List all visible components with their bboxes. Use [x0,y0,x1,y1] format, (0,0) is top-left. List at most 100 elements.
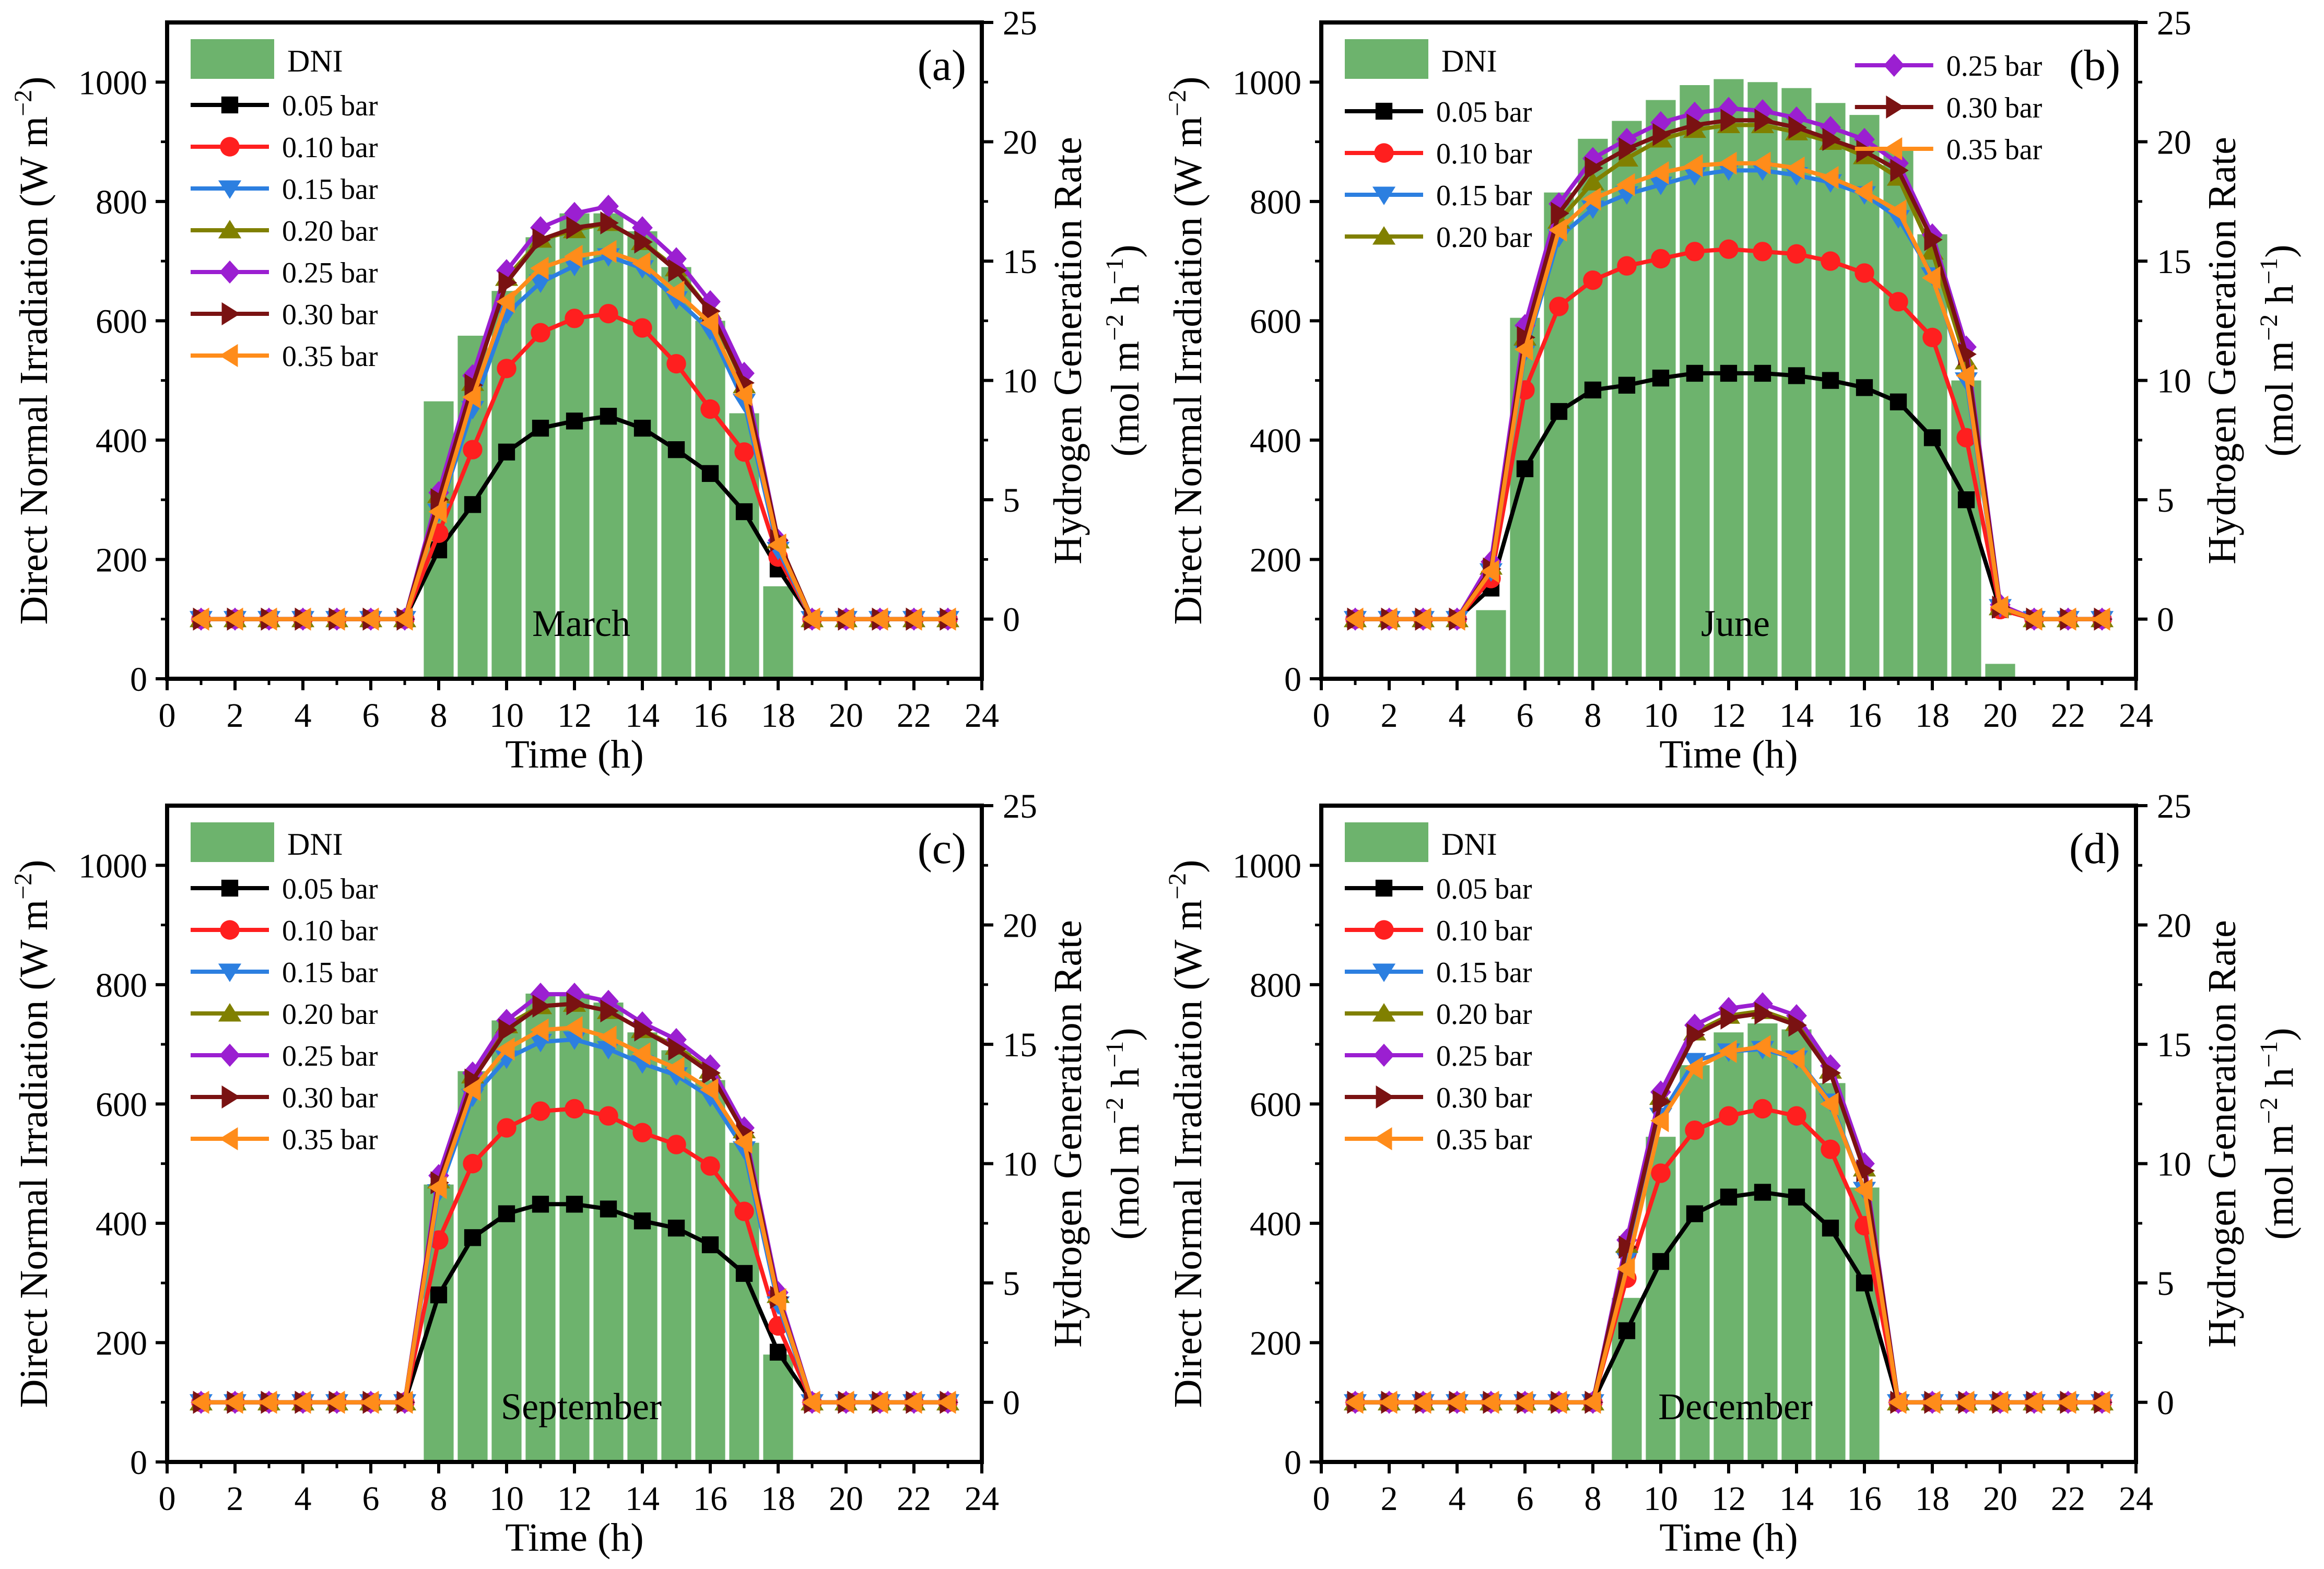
legend-label: 0.20 bar [282,215,378,247]
data-point [702,299,721,323]
y-right-tick-label: 5 [2157,481,2174,520]
data-point [1856,1275,1873,1292]
x-tick-label: 24 [965,697,999,735]
x-tick-label: 22 [2051,1480,2085,1518]
legend-label: 0.35 bar [282,340,378,373]
data-point [598,1106,618,1126]
data-point [1719,1106,1739,1126]
dni-bar [1646,1137,1676,1462]
data-point [632,1011,653,1035]
legend: DNI 0.05 bar 0.10 bar 0.15 bar 0.20 bar 0.25 … [1345,822,1532,1156]
legend-marker [1372,1003,1396,1022]
dni-bar [763,1354,793,1462]
y-right-axis-label-line1: Hydrogen Generation Rate [1046,920,1090,1348]
x-tick-label: 4 [1449,697,1466,735]
data-point [1854,1178,1873,1202]
x-tick-label: 12 [557,1480,592,1518]
data-point [530,1018,549,1042]
dni-bar [457,1071,488,1462]
data-point [1686,113,1705,137]
x-tick-label: 10 [1644,697,1678,735]
data-point [565,1099,584,1119]
y-left-axis-label: Direct Normal Irradiation (W m−2) [1164,860,1210,1408]
data-point [1618,137,1637,161]
data-point [1650,161,1669,185]
data-point [191,607,209,631]
panel-label: (d) [2069,824,2120,873]
data-point [566,992,585,1016]
data-point [1720,364,1738,382]
data-point [1684,154,1703,178]
data-point [496,1037,515,1061]
y-left-tick-label: 200 [96,541,147,579]
legend-marker [221,96,239,114]
data-point [598,194,619,218]
y-left-tick-label: 400 [96,1205,147,1243]
data-point [2058,607,2076,631]
x-tick-label: 20 [829,1480,863,1518]
y-right-label-exponent: −1 [2255,1041,2283,1068]
y-left-tick-label: 1000 [1233,64,1301,102]
legend-marker [1375,879,1393,897]
data-point [498,443,515,461]
x-axis-label: Time (h) [505,733,643,776]
data-point [1617,256,1637,276]
y-right-axis-label-line1: Hydrogen Generation Rate [2200,920,2244,1348]
data-point [191,1390,209,1414]
legend-swatch-dni [1345,822,1428,862]
x-tick-label: 16 [693,697,727,735]
data-point [1345,607,1364,631]
x-tick-label: 18 [1915,1480,1950,1518]
data-point [1584,156,1603,180]
x-tick-label: 22 [2051,697,2085,735]
data-point [1888,1390,1907,1414]
data-point [1550,403,1568,420]
legend-label: 0.30 bar [1436,1082,1532,1114]
data-point [564,1016,583,1040]
x-tick-label: 8 [1584,1480,1602,1518]
x-axis-label: Time (h) [1659,1516,1798,1560]
y-left-tick-label: 1000 [78,847,147,885]
data-point [1788,1188,1805,1206]
data-point [937,1390,956,1414]
y-left-tick-label: 800 [96,183,147,221]
data-point [668,259,687,282]
data-point [1652,369,1670,387]
legend-label: 0.05 bar [282,873,378,905]
data-point [666,1135,686,1154]
legend-label: 0.10 bar [282,915,378,947]
data-point [1754,364,1771,382]
x-tick-label: 6 [362,697,380,735]
y-left-tick-label: 600 [96,302,147,340]
dni-bar [491,1020,522,1462]
legend-marker [219,1043,240,1067]
dni-bar [525,993,556,1462]
dni-bar [695,321,725,679]
dni-bar [593,1002,624,1462]
x-axis-label: Time (h) [1659,733,1798,776]
y-right-tick-label: 0 [1003,1384,1020,1422]
data-point [600,211,619,235]
dni-bar [1781,1029,1812,1462]
dni-bar [695,1080,725,1462]
data-point [1956,1390,1975,1414]
legend-label: 0.15 bar [1436,957,1532,989]
data-point [532,1196,549,1213]
y-right-label-close: ) [2258,244,2302,257]
legend-marker [219,260,240,284]
panel-label: (b) [2069,41,2120,90]
data-point [667,441,685,458]
data-point [632,252,651,275]
data-point [1822,372,1839,389]
data-point [464,373,483,397]
data-point [530,216,551,240]
x-tick-label: 24 [2119,1480,2153,1518]
data-point [532,994,551,1018]
data-point [600,408,617,425]
x-tick-label: 4 [1449,1480,1466,1518]
data-point [225,607,243,631]
y-left-tick-label: 1000 [78,64,147,102]
data-point [2092,607,2110,631]
dni-bar [763,586,793,679]
